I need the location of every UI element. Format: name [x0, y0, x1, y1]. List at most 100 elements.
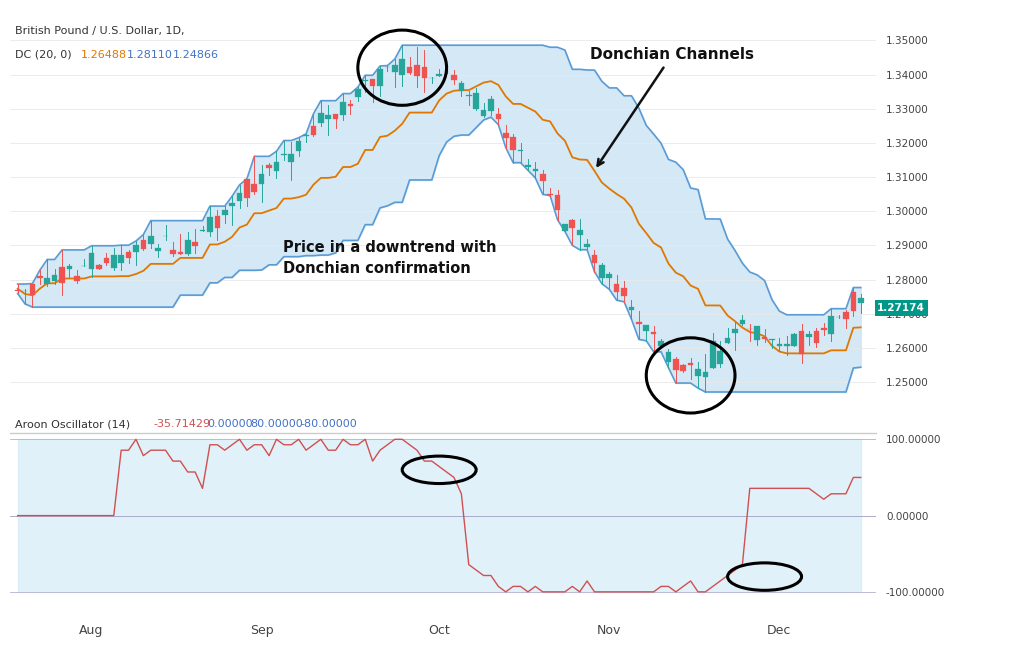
- Bar: [473, 93, 479, 108]
- Bar: [266, 165, 272, 169]
- Text: 1.27174: 1.27174: [878, 303, 925, 313]
- Bar: [207, 217, 213, 232]
- Bar: [695, 369, 700, 376]
- Text: British Pound / U.S. Dollar, 1D,: British Pound / U.S. Dollar, 1D,: [14, 26, 184, 36]
- Bar: [96, 266, 101, 268]
- Text: 80.00000: 80.00000: [250, 420, 303, 430]
- Bar: [347, 104, 353, 106]
- Text: -80.00000: -80.00000: [300, 420, 356, 430]
- Bar: [177, 252, 183, 254]
- Bar: [636, 323, 642, 325]
- Bar: [702, 372, 709, 377]
- Bar: [488, 99, 494, 110]
- Bar: [422, 67, 427, 78]
- Bar: [111, 255, 117, 268]
- Bar: [710, 342, 716, 368]
- Bar: [252, 184, 257, 192]
- Bar: [170, 251, 176, 254]
- Bar: [688, 363, 693, 366]
- Text: 1.26488: 1.26488: [81, 50, 127, 59]
- Bar: [133, 245, 139, 252]
- Bar: [310, 126, 316, 135]
- Bar: [813, 331, 819, 342]
- Bar: [673, 358, 679, 370]
- Bar: [392, 65, 397, 72]
- Bar: [273, 162, 280, 171]
- Bar: [585, 244, 590, 247]
- Bar: [643, 325, 649, 330]
- Bar: [569, 220, 575, 228]
- Bar: [237, 193, 243, 202]
- Bar: [259, 174, 264, 184]
- Bar: [622, 288, 627, 296]
- Bar: [30, 284, 35, 295]
- Bar: [466, 95, 472, 97]
- Bar: [59, 267, 65, 282]
- Bar: [532, 169, 539, 171]
- Bar: [414, 65, 420, 77]
- Bar: [370, 79, 376, 87]
- Bar: [658, 341, 664, 346]
- Bar: [843, 312, 849, 319]
- Bar: [459, 83, 464, 91]
- Bar: [289, 154, 294, 162]
- Bar: [89, 253, 94, 269]
- Bar: [333, 114, 339, 120]
- Bar: [577, 230, 583, 235]
- Bar: [725, 338, 730, 343]
- Text: Aroon Oscillator (14): Aroon Oscillator (14): [14, 420, 130, 430]
- Bar: [792, 334, 797, 346]
- Bar: [784, 344, 790, 346]
- Bar: [629, 307, 634, 310]
- Bar: [140, 240, 146, 249]
- Bar: [510, 137, 516, 149]
- Bar: [562, 224, 567, 231]
- Bar: [37, 276, 43, 278]
- Bar: [52, 275, 57, 281]
- Bar: [126, 253, 131, 258]
- Bar: [119, 255, 124, 263]
- Bar: [762, 337, 767, 339]
- Bar: [755, 327, 760, 340]
- Bar: [377, 69, 383, 86]
- Bar: [555, 195, 560, 210]
- Bar: [503, 133, 509, 138]
- Text: 1.24866: 1.24866: [173, 50, 219, 59]
- Bar: [103, 258, 110, 262]
- Bar: [799, 331, 805, 354]
- Bar: [318, 113, 324, 124]
- Bar: [651, 332, 656, 334]
- Bar: [452, 75, 457, 80]
- Bar: [518, 150, 523, 151]
- Bar: [147, 236, 154, 244]
- Bar: [525, 165, 530, 167]
- Bar: [599, 265, 605, 278]
- Text: 0.00000: 0.00000: [208, 420, 253, 430]
- Text: Price in a downtrend with
Donchian confirmation: Price in a downtrend with Donchian confi…: [283, 240, 497, 276]
- Bar: [732, 329, 738, 332]
- Text: Donchian Channels: Donchian Channels: [590, 48, 754, 166]
- Bar: [244, 179, 250, 198]
- Bar: [776, 344, 782, 346]
- Bar: [592, 255, 597, 263]
- Bar: [718, 352, 723, 364]
- Bar: [407, 67, 413, 73]
- Bar: [858, 297, 863, 303]
- Bar: [680, 365, 686, 371]
- Bar: [739, 320, 745, 324]
- Bar: [821, 328, 826, 330]
- Bar: [613, 284, 620, 292]
- Bar: [851, 292, 856, 311]
- Bar: [355, 89, 360, 97]
- Bar: [828, 316, 834, 334]
- Bar: [44, 278, 50, 284]
- Bar: [222, 210, 227, 215]
- Bar: [156, 248, 161, 251]
- Bar: [214, 216, 220, 228]
- Text: -35.71429: -35.71429: [153, 420, 210, 430]
- Bar: [296, 141, 301, 151]
- Text: DC (20, 0): DC (20, 0): [14, 50, 72, 59]
- Bar: [185, 241, 190, 254]
- Bar: [606, 274, 612, 278]
- Bar: [229, 203, 234, 206]
